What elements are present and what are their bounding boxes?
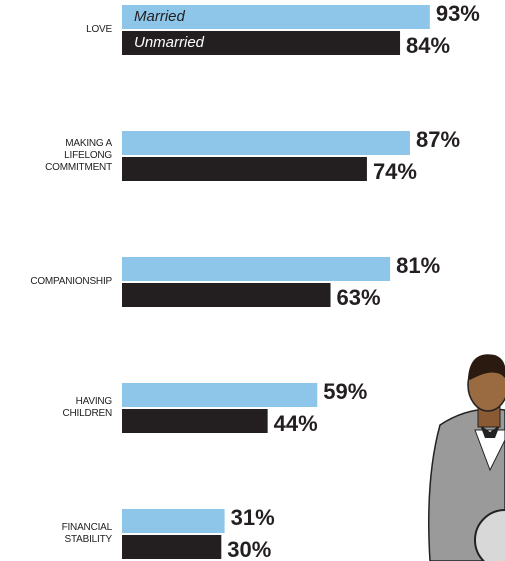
bar: [122, 5, 430, 29]
value-label: 81%: [396, 253, 440, 278]
bar: [122, 31, 401, 55]
bar: [122, 383, 318, 407]
category-text: LOVE: [86, 24, 112, 35]
value-label: 87%: [416, 127, 460, 152]
category-label: MAKING A LIFELONG COMMITMENT: [34, 131, 112, 181]
bar: [122, 257, 391, 281]
value-label: 84%: [406, 33, 450, 58]
category-label: LOVE: [34, 5, 112, 55]
category-label: COMPANIONSHIP: [30, 257, 112, 307]
legend-label: Married: [134, 8, 186, 25]
category-text: COMPANIONSHIP: [30, 276, 112, 287]
bar: [122, 157, 367, 181]
value-label: 31%: [231, 505, 275, 530]
bar: [122, 409, 268, 433]
bar: [122, 131, 410, 155]
illustration: [428, 354, 505, 561]
category-text: MAKING A LIFELONG COMMITMENT: [45, 138, 112, 173]
value-label: 93%: [436, 1, 480, 26]
bar: [122, 509, 225, 533]
bar: [122, 283, 331, 307]
bar: [122, 535, 222, 559]
category-label: HAVING CHILDREN: [34, 383, 112, 433]
value-label: 74%: [373, 159, 417, 184]
value-label: 59%: [323, 379, 367, 404]
category-text: FINANCIAL STABILITY: [61, 522, 113, 545]
category-label: FINANCIAL STABILITY: [34, 509, 113, 559]
value-label: 44%: [274, 411, 318, 436]
legend-label: Unmarried: [134, 34, 205, 51]
category-text: HAVING CHILDREN: [62, 396, 112, 419]
value-label: 30%: [227, 537, 271, 561]
value-label: 63%: [337, 285, 381, 310]
